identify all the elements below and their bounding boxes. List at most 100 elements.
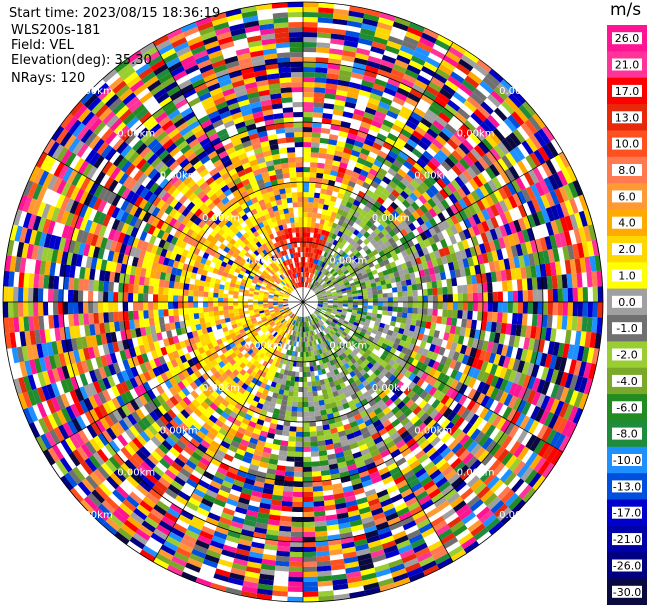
ray-gate: [255, 327, 262, 332]
ray-gate: [416, 551, 433, 563]
ray-gate: [396, 311, 403, 318]
ray-gate: [138, 209, 148, 221]
ray-gate: [22, 196, 33, 213]
ray-gate: [398, 244, 406, 253]
ray-gate: [243, 575, 260, 584]
ray-gate: [124, 348, 132, 360]
ray-gate: [335, 400, 343, 407]
ray-gate: [387, 292, 393, 298]
ray-gate: [344, 168, 354, 176]
ray-gate: [498, 237, 506, 249]
ray-gate: [221, 364, 229, 373]
ray-gate: [241, 382, 249, 391]
ray-gate: [252, 322, 259, 327]
ray-gate: [173, 295, 179, 302]
ray-gate: [8, 271, 15, 287]
ray-gate: [405, 120, 418, 131]
ray-gate: [271, 314, 277, 318]
ray-gate: [416, 171, 427, 182]
ray-gate: [258, 295, 264, 298]
ray-gate: [515, 347, 524, 361]
ray-gate: [275, 469, 286, 476]
ray-gate: [501, 344, 509, 357]
ray-gate: [306, 267, 309, 273]
ray-gate: [317, 394, 324, 401]
ray-gate: [343, 269, 350, 275]
ray-gate: [445, 217, 455, 228]
ray-gate: [539, 237, 548, 252]
ray-gate: [409, 324, 416, 332]
ray-gate: [327, 68, 340, 75]
ray-gate: [317, 321, 322, 327]
ray-gate: [438, 528, 453, 541]
ray-gate: [338, 360, 344, 367]
ray-gate: [303, 211, 308, 218]
ray-gate: [455, 251, 463, 261]
ray-gate: [240, 267, 247, 273]
ray-gate: [497, 187, 508, 200]
ray-gate: [71, 227, 80, 242]
ray-gate: [239, 533, 254, 542]
ray-gate: [511, 499, 526, 515]
ray-gate: [381, 540, 397, 550]
ray-gate: [124, 244, 132, 256]
ray-gate: [460, 54, 477, 68]
ray-gate: [119, 320, 126, 331]
ray-gate: [303, 431, 311, 437]
ray-gate: [210, 440, 221, 450]
ray-gate: [132, 532, 148, 546]
ray-gate: [310, 446, 319, 452]
ray-gate: [121, 370, 130, 382]
ray-gate: [477, 302, 484, 312]
ray-gate: [233, 355, 240, 363]
ray-gate: [322, 246, 328, 252]
ray-gate: [386, 283, 392, 289]
ray-gate: [340, 314, 346, 319]
ray-gate: [408, 59, 424, 71]
ray-gate: [146, 260, 154, 270]
ray-gate: [255, 444, 265, 452]
ray-gate: [493, 260, 501, 272]
ray-gate: [370, 282, 377, 288]
ray-gate: [555, 370, 564, 386]
ray-gate: [422, 113, 436, 124]
ray-gate: [308, 411, 315, 417]
ray-gate: [480, 489, 494, 503]
ray-gate: [477, 141, 490, 155]
ray-gate: [545, 192, 556, 207]
ray-gate: [198, 291, 204, 297]
ray-gate: [152, 227, 161, 237]
ray-gate: [549, 355, 558, 370]
ray-gate: [583, 378, 593, 395]
ray-gate: [83, 384, 93, 398]
ray-gate: [522, 216, 532, 230]
ray-gate: [221, 399, 230, 408]
ray-gate: [39, 329, 47, 344]
ray-gate: [119, 502, 134, 516]
ray-gate: [424, 210, 433, 221]
ray-gate: [313, 287, 318, 292]
ray-gate: [357, 263, 364, 270]
ray-gate: [269, 401, 276, 409]
ray-gate: [527, 290, 534, 302]
ray-gate: [273, 349, 278, 356]
ray-gate: [38, 288, 44, 302]
ray-gate: [329, 314, 335, 318]
ray-gate: [184, 277, 191, 284]
ray-gate: [265, 287, 271, 292]
ray-gate: [88, 395, 99, 409]
ray-gate: [326, 210, 333, 217]
ray-gate: [278, 305, 284, 308]
ray-gate: [306, 371, 311, 377]
ray-gate: [373, 176, 382, 185]
ray-gate: [477, 311, 483, 321]
ray-gate: [416, 158, 427, 169]
ray-gate: [276, 328, 281, 334]
ray-gate: [236, 352, 244, 359]
ray-gate: [252, 354, 259, 361]
ray-gate: [403, 341, 411, 349]
ray-gate: [213, 371, 222, 379]
ray-gate: [253, 449, 263, 457]
ray-gate: [328, 365, 334, 372]
ray-gate: [238, 337, 245, 343]
